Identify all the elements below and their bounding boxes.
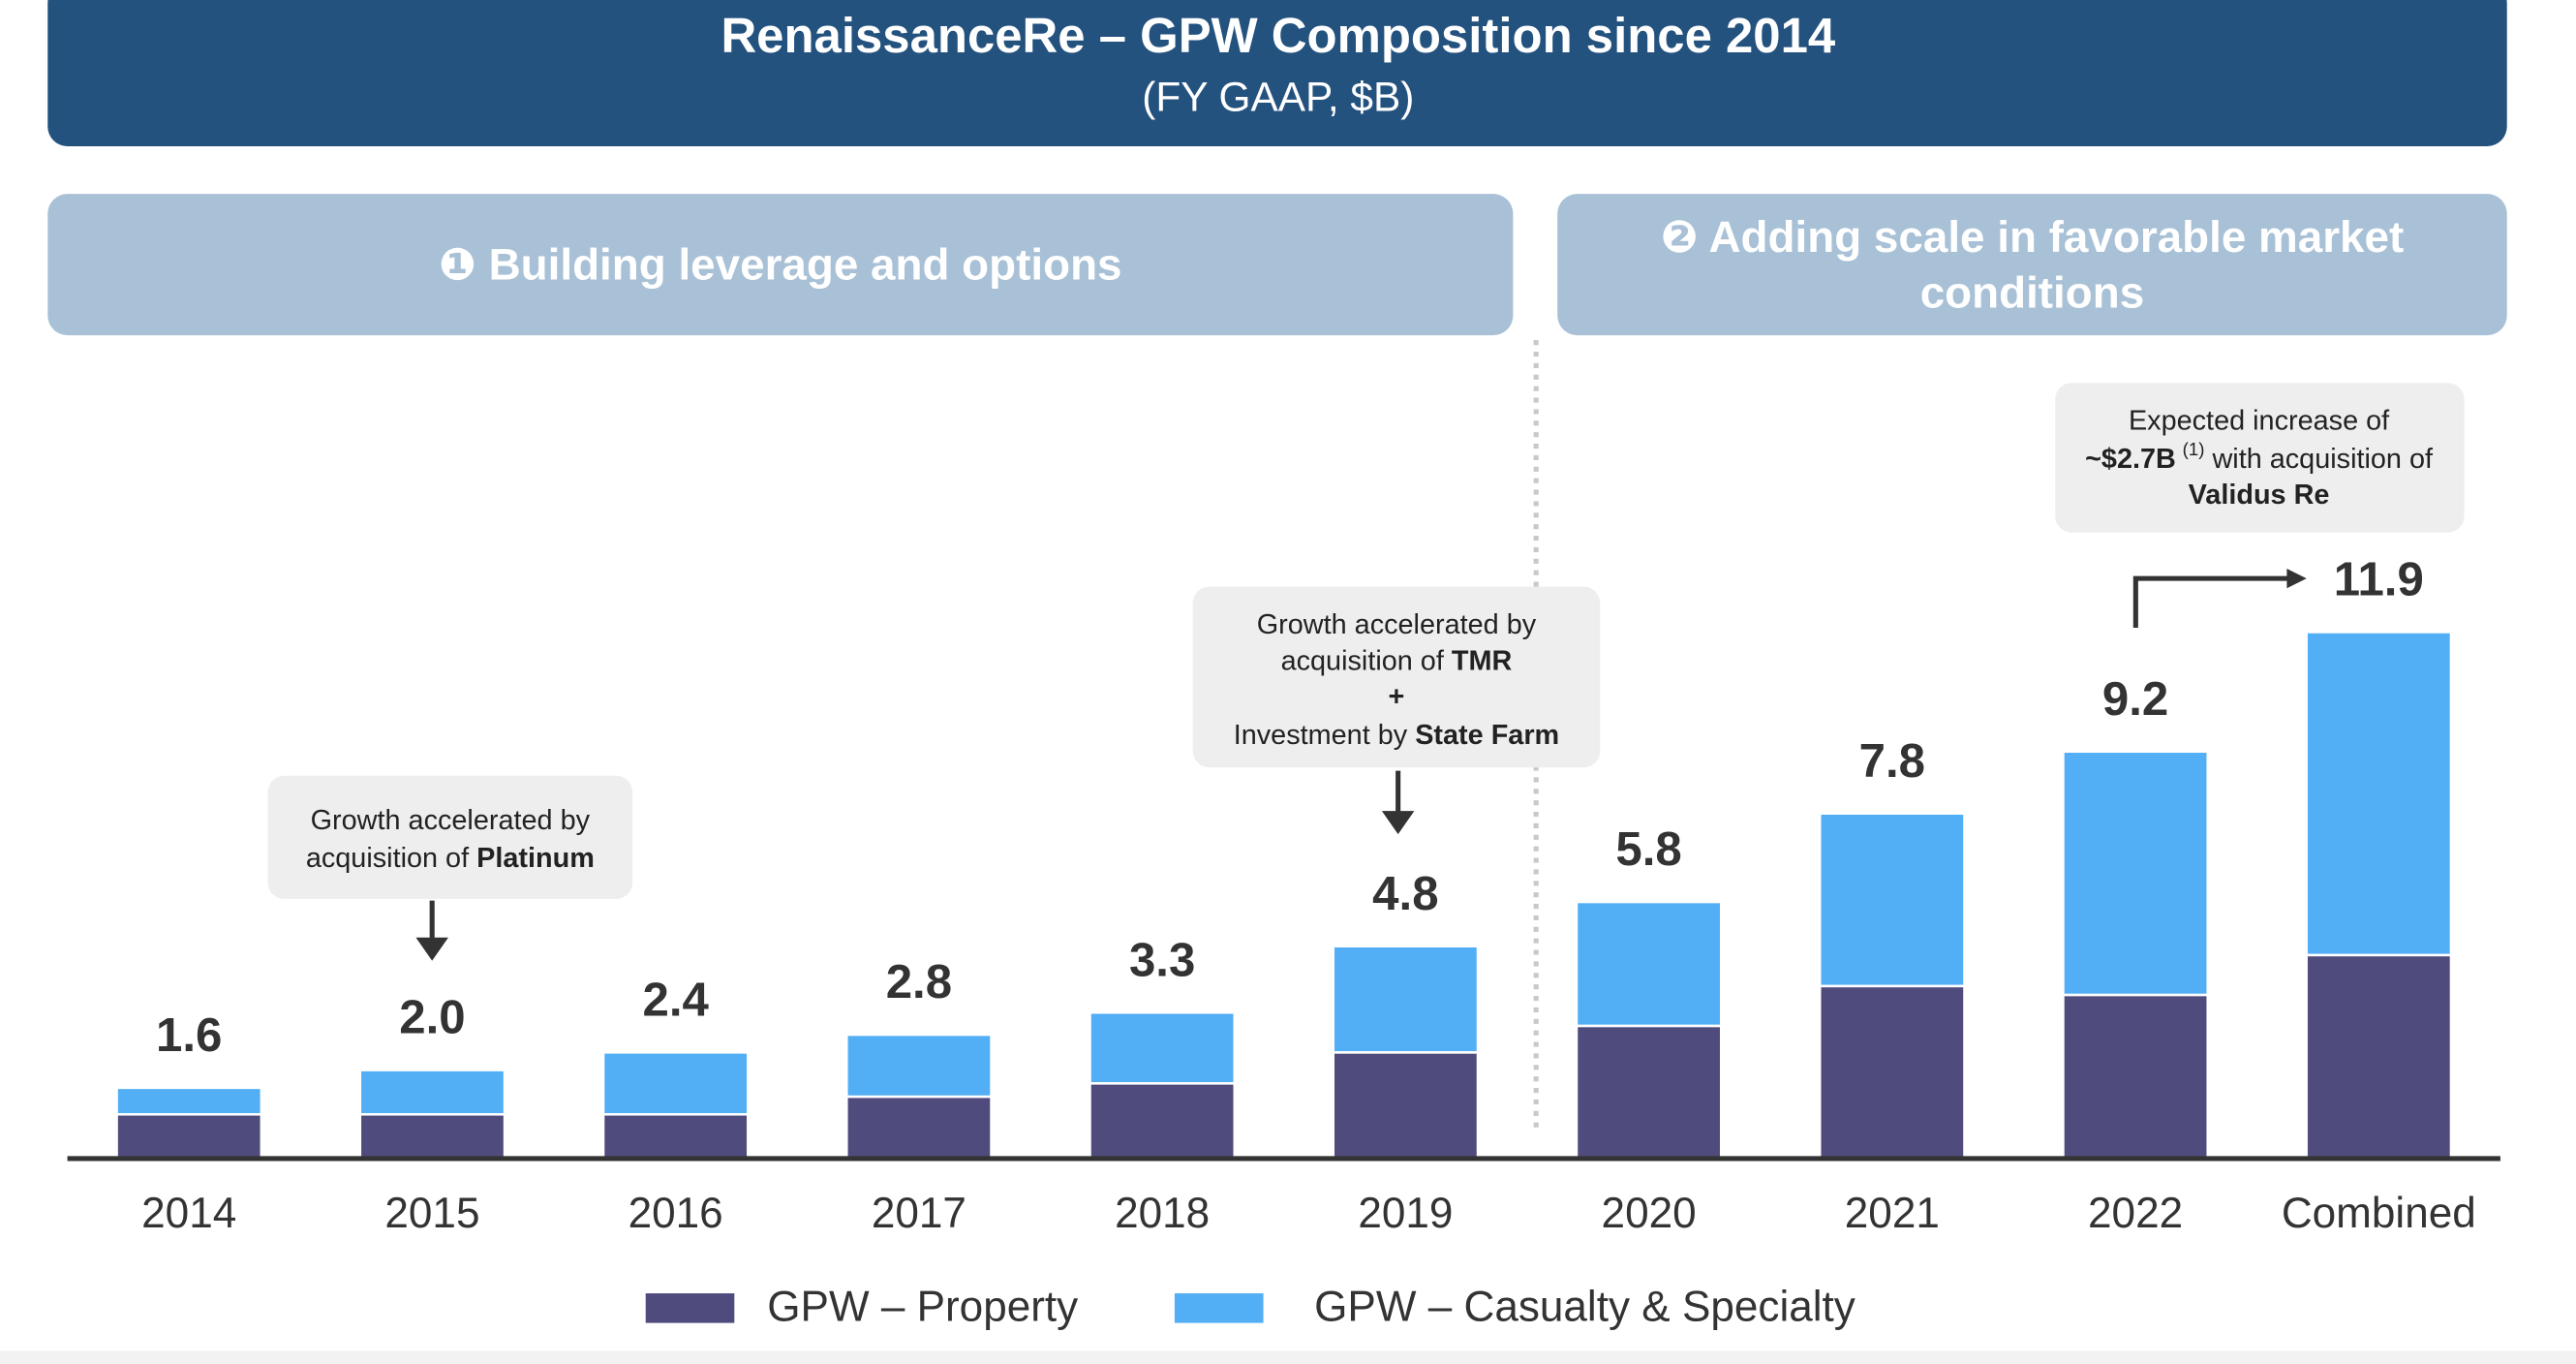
- x-tick-label: Combined: [2282, 1190, 2476, 1237]
- arrow: [2286, 568, 2307, 589]
- x-tick-label: 2022: [2088, 1190, 2183, 1237]
- bar-segment: [1818, 984, 1966, 1161]
- annotation: Expected increase of: [2129, 406, 2390, 437]
- annotation-box: [267, 775, 633, 899]
- bar-segment: [2062, 993, 2209, 1161]
- x-tick-label: 2017: [872, 1190, 966, 1237]
- section-label: ❷ Adding scale in favorable market: [1661, 212, 2405, 262]
- bar-segment: [358, 1113, 506, 1161]
- total-label: 1.6: [156, 1008, 222, 1062]
- total-label: 7.8: [1859, 734, 1925, 788]
- total-label: 5.8: [1615, 822, 1681, 876]
- bar-segment: [2305, 953, 2453, 1161]
- bar-segment: [844, 1095, 993, 1161]
- arrow: [2132, 575, 2290, 629]
- legend-swatch: [645, 1293, 735, 1323]
- x-tick-label: 2021: [1845, 1190, 1940, 1237]
- bar-segment: [844, 1033, 993, 1099]
- section-label: ❶ Building leverage and options: [439, 240, 1121, 290]
- annotation: (1): [2183, 439, 2205, 459]
- bar-segment: [115, 1086, 263, 1116]
- bar-segment: [2305, 631, 2453, 957]
- footer-strip: [0, 1350, 2576, 1364]
- total-label: 9.2: [2102, 672, 2168, 726]
- annotation: Platinum: [476, 843, 595, 874]
- section-label: conditions: [1920, 267, 2145, 317]
- legend-swatch: [1174, 1293, 1264, 1323]
- annotation: Investment by: [1234, 720, 1415, 751]
- x-tick-label: 2019: [1358, 1190, 1453, 1237]
- bar-segment: [1575, 1024, 1723, 1161]
- bar-segment: [601, 1113, 750, 1161]
- x-tick-label: 2018: [1115, 1190, 1210, 1237]
- annotation: ~$2.7B (1) with acquisition of: [2085, 439, 2434, 475]
- bar-segment: [1089, 1010, 1237, 1085]
- annotation: Validus Re: [2189, 480, 2330, 511]
- annotation: acquisition of: [306, 843, 476, 874]
- section-banner: [47, 194, 1514, 336]
- bar-segment: [358, 1069, 506, 1116]
- arrow: [415, 900, 448, 961]
- annotation: ~$2.7B: [2085, 444, 2176, 475]
- total-label: 3.3: [1129, 933, 1195, 986]
- bar-segment: [1332, 945, 1480, 1054]
- chart-title: RenaissanceRe – GPW Composition since 20…: [721, 8, 1835, 63]
- total-label: 11.9: [2334, 553, 2424, 606]
- annotation-box: [1192, 586, 1601, 768]
- total-label: 2.0: [399, 991, 465, 1044]
- x-tick-label: 2014: [141, 1190, 236, 1237]
- annotation: +: [1389, 682, 1405, 713]
- total-label: 2.4: [642, 973, 709, 1026]
- annotation: Growth accelerated by: [311, 805, 591, 836]
- legend-label: GPW – Property: [767, 1284, 1078, 1331]
- annotation: acquisition of: [1281, 645, 1452, 676]
- total-label: 2.8: [886, 955, 952, 1008]
- legend-label: GPW – Casualty & Specialty: [1314, 1284, 1855, 1331]
- bar-segment: [601, 1051, 750, 1116]
- annotation: State Farm: [1415, 720, 1559, 751]
- annotation: acquisition of TMR: [1281, 645, 1513, 676]
- total-label: 4.8: [1372, 867, 1438, 920]
- title-banner: [47, 0, 2507, 146]
- x-tick-label: 2015: [384, 1190, 479, 1237]
- annotation: Investment by State Farm: [1234, 720, 1559, 751]
- bar-segment: [1818, 812, 1966, 988]
- bar-segment: [1332, 1051, 1480, 1161]
- x-tick-label: 2016: [629, 1190, 723, 1237]
- bar-segment: [1089, 1082, 1237, 1161]
- annotation: with acquisition of: [2204, 444, 2434, 475]
- section-banner: [1557, 194, 2507, 336]
- bar-segment: [1575, 900, 1723, 1028]
- bar-segment: [115, 1113, 263, 1161]
- x-tick-label: 2020: [1602, 1190, 1697, 1237]
- annotation: acquisition of Platinum: [306, 843, 595, 874]
- annotation-box: [2055, 383, 2465, 533]
- bar-segment: [2062, 750, 2209, 997]
- annotation: TMR: [1452, 645, 1513, 676]
- annotation: Growth accelerated by: [1257, 609, 1537, 640]
- chart-subtitle: (FY GAAP, $B): [1142, 75, 1414, 120]
- arrow: [1381, 770, 1415, 835]
